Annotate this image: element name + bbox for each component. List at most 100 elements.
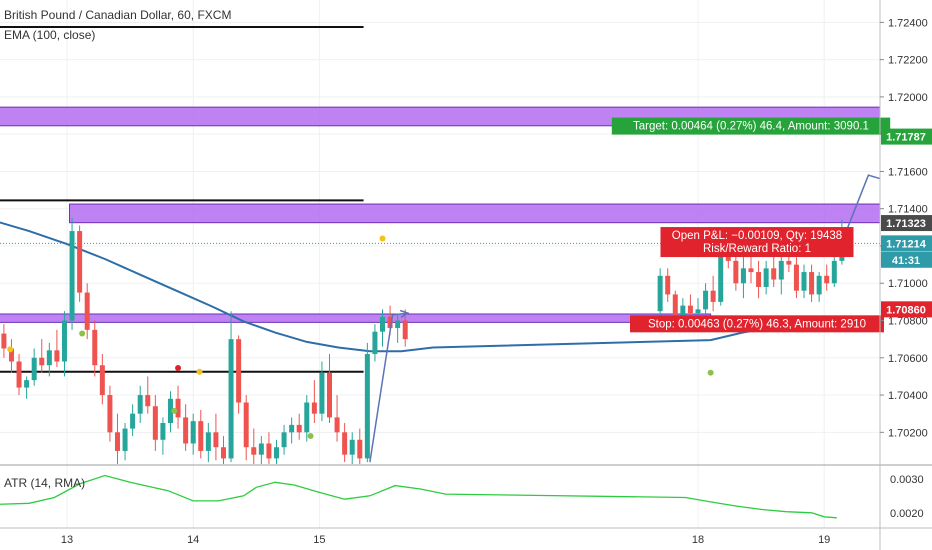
candle-body [190,421,196,444]
candle-body [733,260,739,284]
signal-dot [79,330,86,337]
candle-body [326,372,332,418]
candle-body [61,320,67,362]
price-tick-label: 1.70400 [888,390,928,402]
signal-dot [307,433,314,440]
candle-body [273,447,279,459]
target-label: Target: 0.00464 (0.27%) 46.4, Amount: 30… [611,117,891,135]
candle-body [687,305,693,314]
price-tag-label: 1.71214 [886,238,927,250]
candle-body [395,320,401,328]
price-tag-label: 1.71787 [886,132,926,144]
candle-body [372,331,378,355]
price-tick-label: 1.72400 [888,17,928,29]
candle-body [84,292,90,330]
candle-body [793,264,799,291]
candle-body [342,432,348,455]
candle-body [357,439,363,459]
candle-body [763,268,769,287]
candle-body [77,231,83,293]
atr-pane [0,474,837,519]
price-axis: 1.724001.722001.720001.718001.716001.714… [880,17,932,520]
candle-body [243,402,249,448]
price-tag-bg [881,215,932,232]
candle-body [16,361,22,388]
candle-body [364,354,370,459]
candle-body [160,423,166,440]
price-tick-label: 1.72000 [888,92,928,104]
candle-body [92,329,98,366]
ema-indicator-label[interactable]: EMA (100, close) [4,28,96,42]
price-tick-label: 1.70600 [888,353,928,365]
atr-line [0,474,837,519]
price-tag-bg [881,235,932,252]
candle-body [756,272,762,287]
price-tick-label: 1.70200 [888,427,928,439]
candle-body [672,294,678,317]
candle-body [220,447,226,459]
candle-body [771,268,777,280]
price-tick-label: 1.71400 [888,204,928,216]
price-tick-label: 1.70800 [888,316,928,328]
candle-body [1,333,7,349]
candle-body [46,350,52,366]
signal-dot [171,407,178,414]
time-tick-label: 13 [61,534,73,546]
pnl-label-text: Open P&L: −0.00109, Qty: 19438 [672,230,842,242]
candle-body [107,395,113,433]
candle-body [349,439,355,455]
atr-tick-label: 0.0020 [890,508,924,520]
candle-body [748,268,754,273]
candle-body [380,316,385,332]
price-tick-label: 1.71000 [888,278,928,290]
price-tag-bg [881,251,932,268]
candle-body [54,350,60,362]
price-tick-label: 1.71600 [888,166,928,178]
candle-body [145,395,151,407]
price-tag-label: 1.70860 [886,304,926,316]
candle-body [198,421,204,451]
signal-dot [707,369,714,376]
candle-body [695,309,701,314]
candle-body [228,339,234,459]
atr-indicator-label[interactable]: ATR (14, RMA) [4,476,86,490]
projection-arrow [369,312,408,463]
stop-label: Stop: 0.00463 (0.27%) 46.3, Amount: 2910 [630,315,884,333]
ema-line [0,221,837,353]
candle-body [167,398,173,424]
candle-body [152,406,158,440]
candle-body [137,395,143,414]
candle-body [665,275,671,295]
candle-body [236,339,242,403]
atr-tick-label: 0.0030 [890,474,924,486]
candle-body [122,428,128,451]
candle-body [718,249,724,302]
projection-arrow [841,174,880,243]
candle-body [289,424,295,433]
candle-body [258,443,264,455]
pnl-label: Open P&L: −0.00109, Qty: 19438Risk/Rewar… [660,227,854,258]
time-tick-label: 19 [818,534,830,546]
candle-body [319,372,325,414]
candle-body [99,365,105,396]
stop-label-text: Stop: 0.00463 (0.27%) 46.3, Amount: 2910 [648,318,866,330]
pnl-label-text: Risk/Reward Ratio: 1 [703,243,811,255]
stop-label-bg [630,315,884,333]
price-tag-label: 41:31 [892,255,920,267]
candle-body [334,417,340,433]
time-tick-label: 14 [187,534,199,546]
signal-dot [196,368,203,375]
time-axis: 13141518192021 [61,534,830,546]
candle-body [296,424,302,433]
candle-body [8,348,14,362]
symbol-title[interactable]: British Pound / Canadian Dollar, 60, FXC… [4,8,232,22]
candle-body [31,357,37,381]
candle-body [801,272,807,291]
candle-body [816,275,822,295]
price-tag-bg [881,128,932,145]
resistance-zone [69,203,880,224]
candle-body [114,432,120,451]
candle-body [402,320,408,340]
